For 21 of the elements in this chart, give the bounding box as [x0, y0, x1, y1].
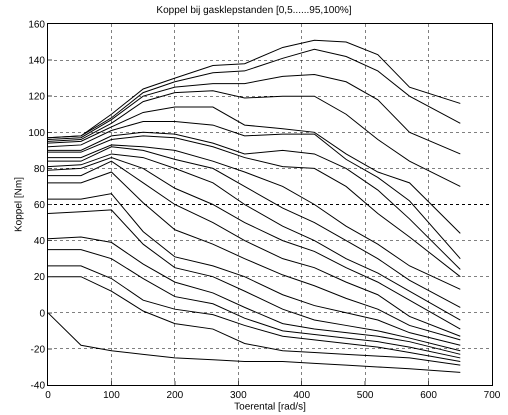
x-tick-label: 600: [420, 390, 438, 401]
y-tick-label: -20: [30, 344, 46, 356]
x-axis-title: Toerental [rad/s]: [234, 402, 306, 412]
y-tick-label: 20: [34, 272, 46, 284]
x-tick-label: 300: [230, 390, 248, 401]
y-tick-label: 100: [28, 128, 46, 139]
y-tick-label: 80: [34, 164, 46, 175]
y-tick-label: -40: [30, 380, 46, 392]
y-axis-title: Koppel [Nm]: [13, 176, 24, 232]
x-tick-label: 700: [484, 390, 501, 401]
y-tick-label: 0: [39, 308, 46, 320]
y-tick-label: 40: [34, 236, 46, 248]
y-tick-label: 140: [28, 56, 46, 67]
x-tick-label: 500: [356, 390, 374, 401]
y-tick-label: 60: [34, 200, 46, 211]
y-tick-label: 120: [28, 92, 46, 103]
x-tick-label: 400: [293, 390, 310, 401]
x-tick-label: 200: [166, 390, 184, 401]
x-tick-label: 100: [103, 390, 120, 401]
chart-title: Koppel bij gasklepstanden [0,5......95,100%]: [156, 5, 352, 16]
y-tick-label: 160: [28, 20, 46, 30]
